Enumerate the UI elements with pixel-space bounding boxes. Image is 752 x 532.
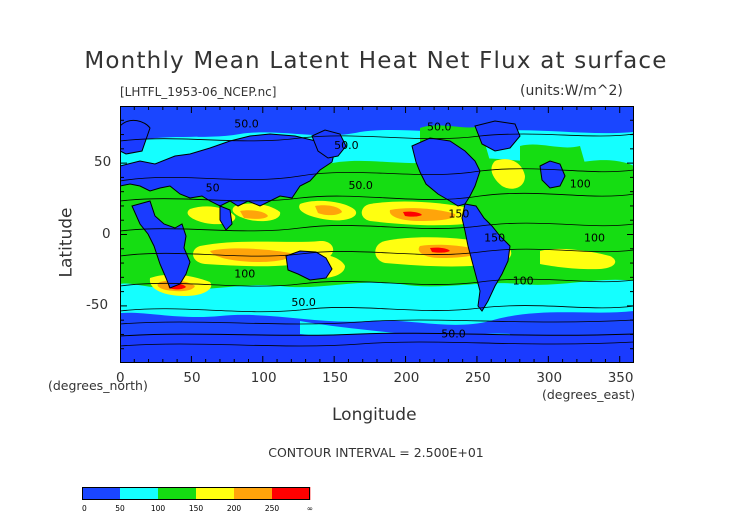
contour-label: 150	[484, 232, 505, 245]
contour-label: 50.0	[441, 327, 466, 340]
units-label: (units:W/m^2)	[520, 83, 623, 99]
x-tick-label: 250	[464, 370, 491, 386]
x-tick-label: 50	[183, 370, 201, 386]
colorbar-cell	[101, 487, 121, 500]
x-axis-label: Longitude	[332, 405, 417, 425]
contour-label: 100	[570, 177, 591, 190]
contour-label: 100	[234, 267, 255, 280]
file-label: [LHTFL_1953-06_NCEP.nc]	[120, 85, 277, 99]
x-tick-label: 150	[322, 370, 348, 386]
colorbar-cell	[253, 487, 273, 500]
colorbar-tick-label: 0	[82, 504, 87, 513]
contour-label: 150	[448, 207, 469, 220]
contour-label: 50.0	[427, 120, 452, 133]
x-tick-label: 200	[393, 370, 420, 386]
contour-label: 50.0	[334, 139, 359, 152]
tick-marks	[120, 106, 634, 363]
colorbar-cell	[215, 487, 235, 500]
x-units-note: (degrees_east)	[542, 387, 636, 402]
flux-map: 50.0 50.0 50.0 50 50.0 100 150 150 100 100 100 50.0…	[120, 106, 634, 363]
contour-interval: CONTOUR INTERVAL = 2.500E+01	[268, 445, 484, 460]
colorbar-cell	[120, 487, 140, 500]
x-tick-label: 350	[607, 370, 634, 386]
y-axis-label: Latitude	[56, 207, 77, 278]
y-tick-label: -50	[86, 296, 109, 313]
x-tick-label: 300	[536, 370, 563, 386]
colorbar-cell	[291, 487, 311, 500]
colorbar-cell	[82, 487, 102, 500]
contour-label: 100	[584, 232, 605, 245]
colorbar: 0 50 100 150 200 250 ∞	[82, 487, 313, 513]
contour-labels: 50.0 50.0 50.0 50 50.0 100 150 150 100 100 100 50.0…	[206, 117, 605, 340]
y-units-note: (degrees_north)	[48, 378, 148, 393]
continents	[120, 119, 634, 363]
colorbar-frame	[82, 487, 310, 500]
colorbar-tick-label: 50	[115, 504, 125, 513]
colorbar-tick-label: 100	[151, 504, 166, 513]
contour-label: 100	[513, 274, 534, 287]
contour-label: 50.0	[291, 296, 316, 309]
colorbar-cells	[82, 487, 311, 500]
colorbar-cell	[139, 487, 159, 500]
colorbar-tick-label: 200	[227, 504, 242, 513]
contour-lines	[120, 133, 634, 347]
x-tick-label: 100	[250, 370, 277, 386]
map-title: Monthly Mean Latent Heat Net Flux at sur…	[84, 48, 668, 74]
y-tick-label: 0	[102, 225, 111, 242]
y-tick-label: 50	[94, 154, 112, 171]
colorbar-tick-label: ∞	[307, 504, 313, 513]
contour-label: 50	[206, 182, 220, 195]
colorbar-labels: 0 50 100 150 200 250 ∞	[82, 504, 313, 513]
colorbar-tick-label: 150	[189, 504, 204, 513]
contour-label: 50.0	[234, 117, 259, 130]
colorbar-cell	[234, 487, 254, 500]
contour-label: 50.0	[348, 179, 373, 192]
colorbar-cell	[196, 487, 216, 500]
colorbar-cell	[177, 487, 197, 500]
x-tick-label: 0	[116, 370, 125, 386]
colorbar-cell	[272, 487, 292, 500]
colorbar-cell	[158, 487, 178, 500]
colorbar-tick-label: 250	[265, 504, 280, 513]
